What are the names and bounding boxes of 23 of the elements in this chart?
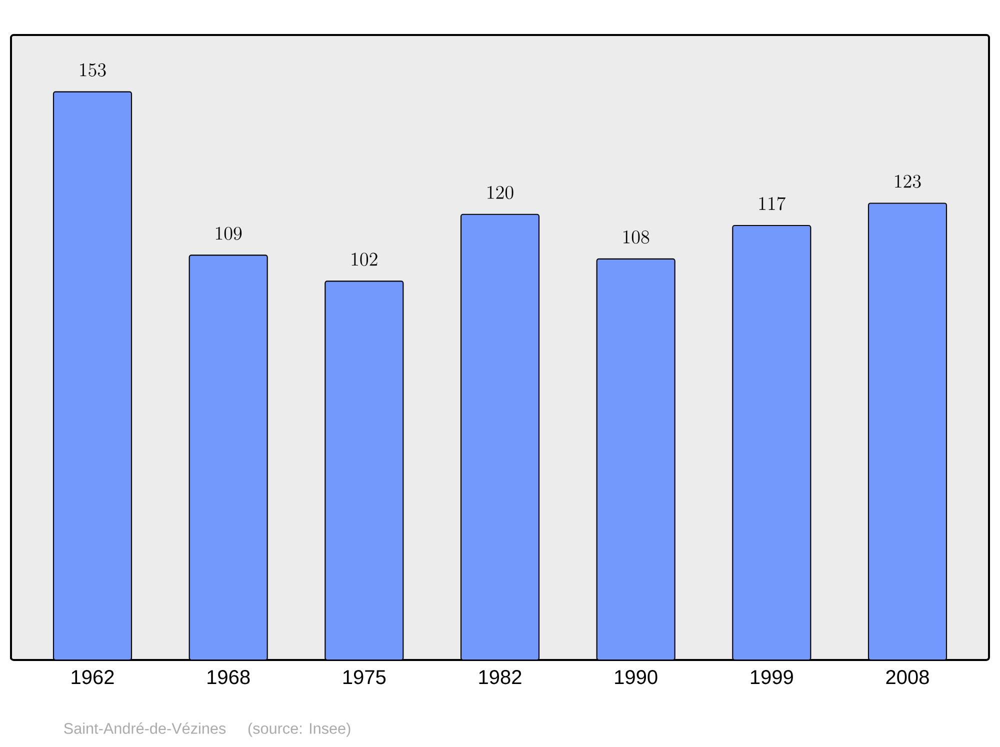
data-label: 117 [759, 196, 786, 210]
data-label: 109 [216, 226, 242, 240]
x-tick-label: 1990 [615, 670, 658, 684]
bar [324, 280, 404, 660]
x-tick-label: 1968 [208, 670, 250, 684]
x-tick-label: 1999 [750, 670, 793, 684]
data-label: 102 [352, 252, 378, 266]
bar [596, 258, 676, 660]
data-label: 108 [623, 230, 650, 244]
data-label: 123 [895, 174, 921, 188]
x-tick-label: 1962 [72, 670, 114, 684]
data-label: 153 [80, 63, 106, 77]
bar [732, 224, 812, 660]
bar [868, 202, 948, 660]
bar [188, 254, 268, 660]
bar [52, 91, 132, 660]
bar [460, 214, 540, 660]
data-label: 120 [488, 186, 514, 200]
x-tick-label: 1975 [343, 670, 386, 684]
x-tick-label: 1982 [479, 670, 522, 684]
text: (source: Insee) [248, 722, 350, 737]
text: Saint-André-de-Vézines [64, 722, 226, 734]
x-tick-label: 2008 [886, 670, 929, 684]
